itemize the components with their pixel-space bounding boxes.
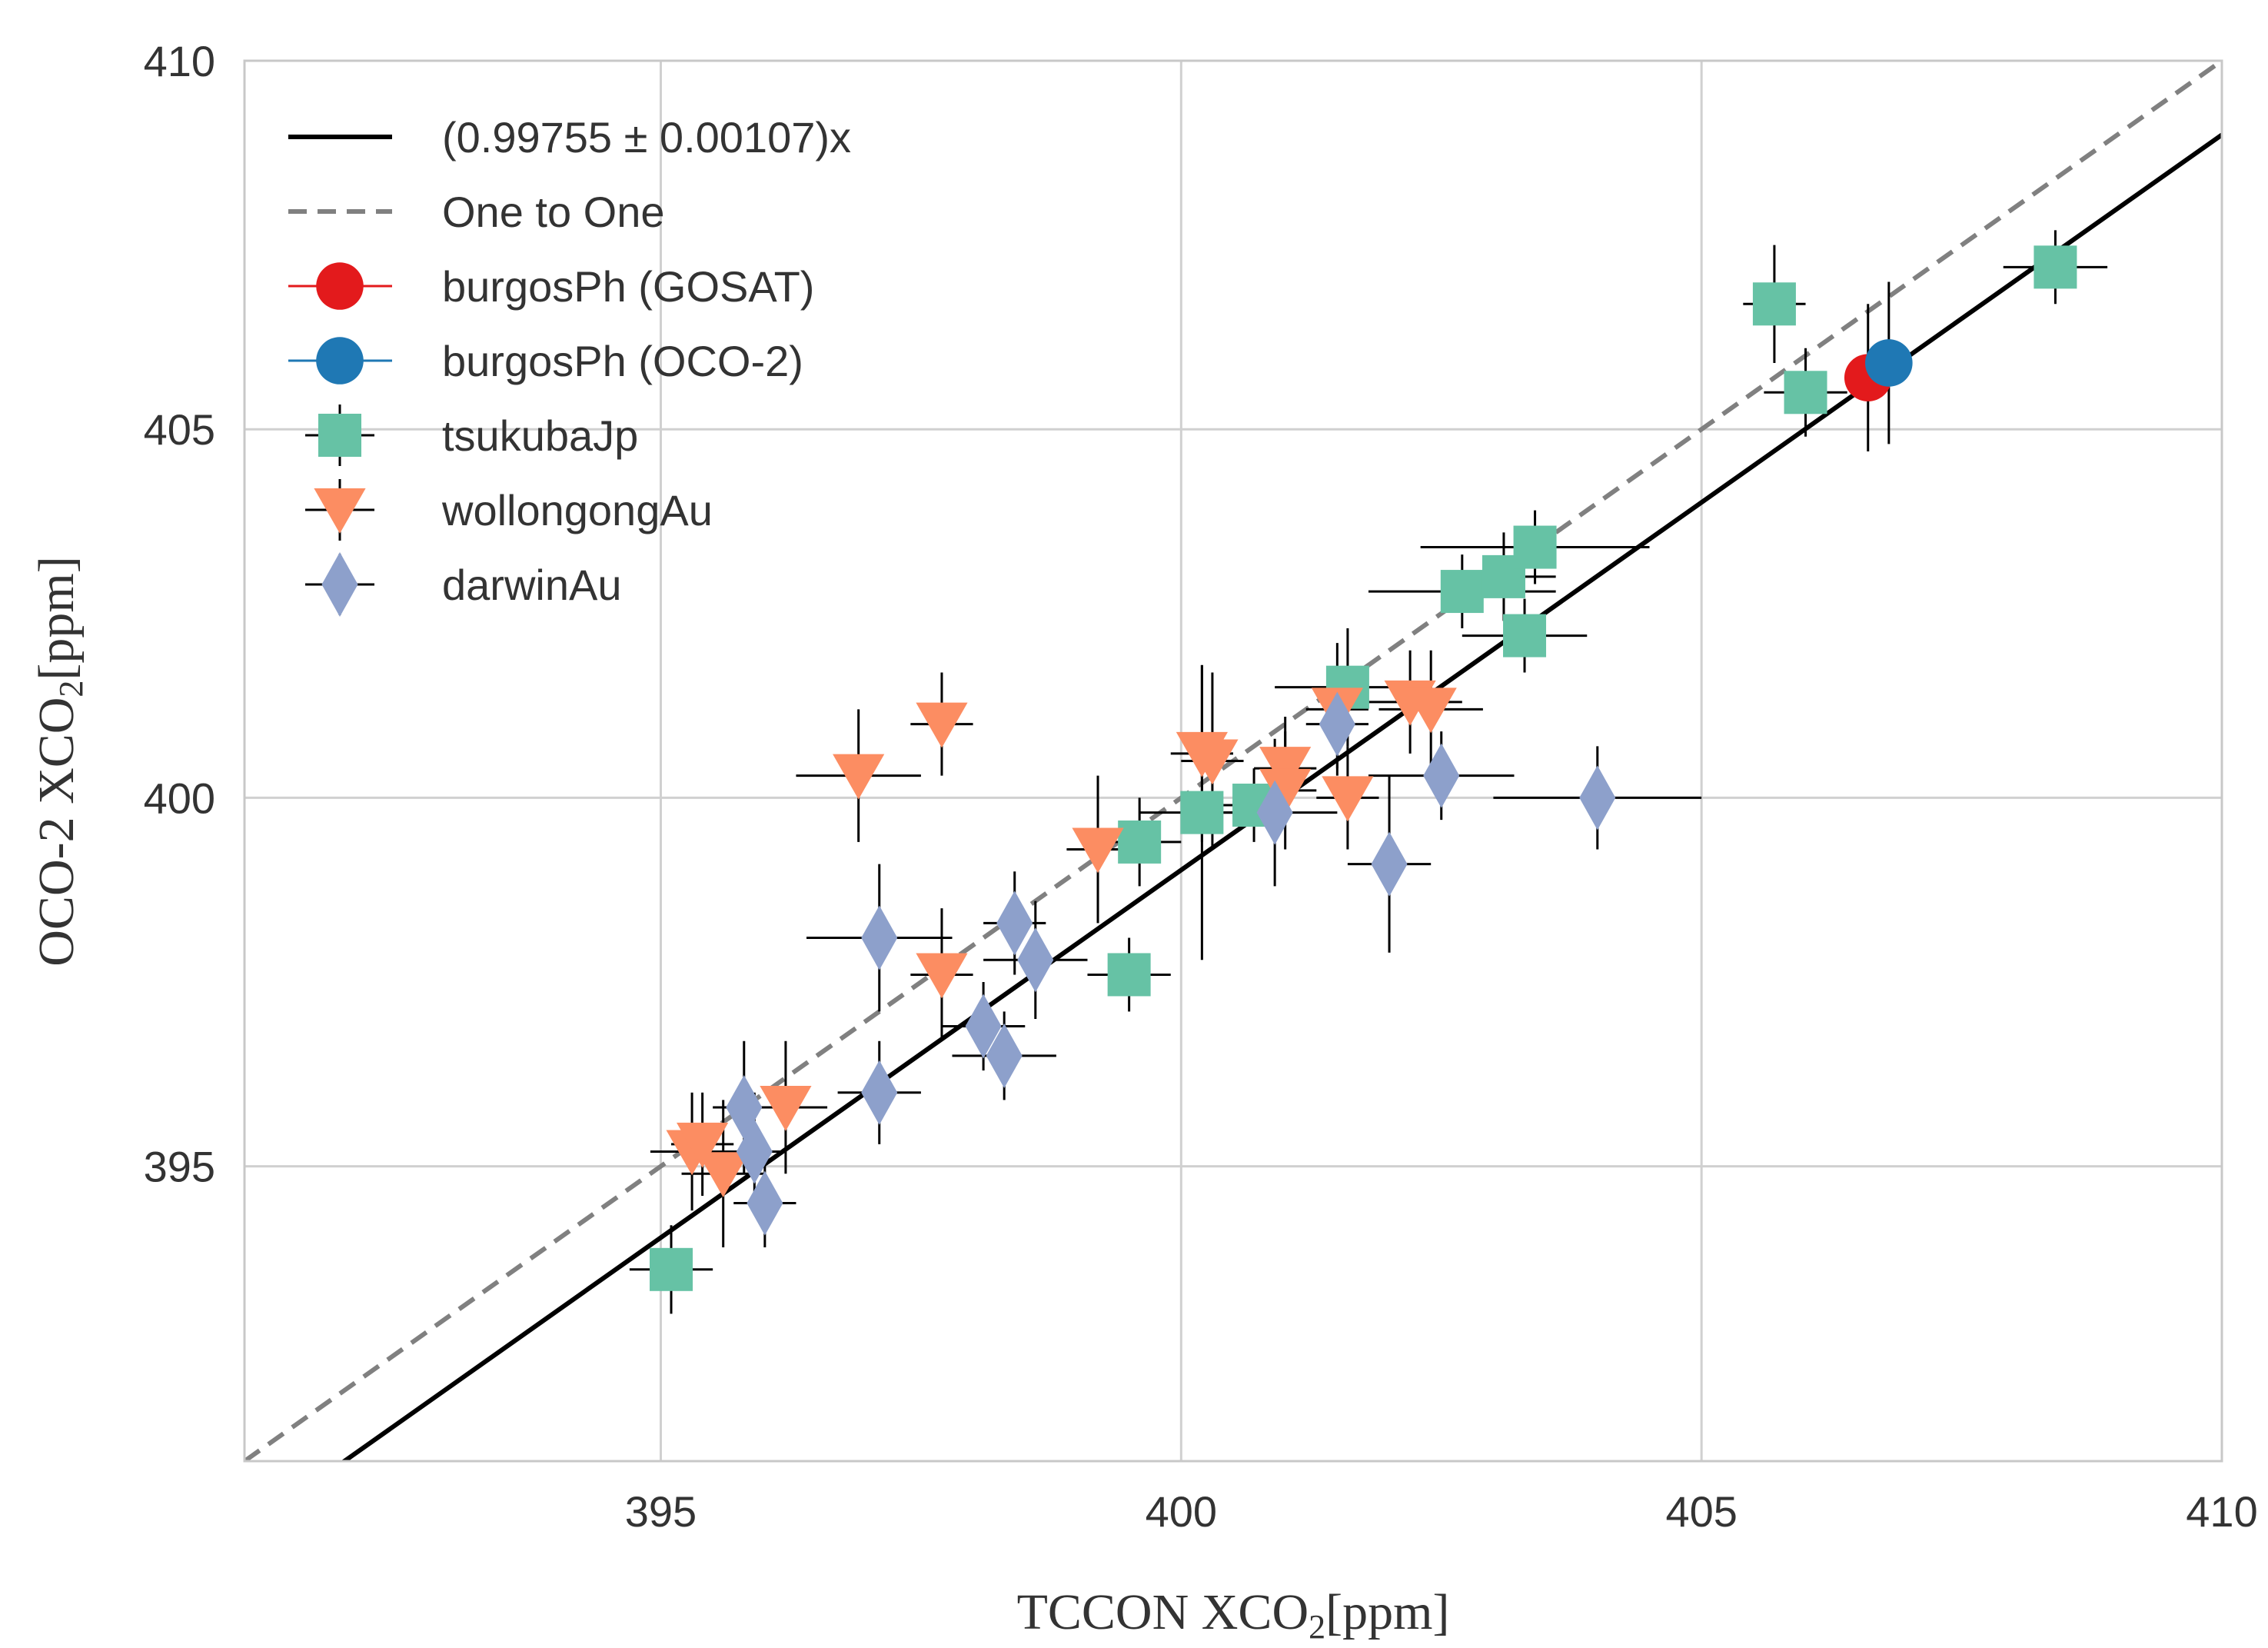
point-wollongongau [1186, 739, 1239, 785]
point-burgosph-oco-2 [1865, 339, 1913, 387]
point-tsukubajp [650, 1247, 693, 1291]
point-tsukubajp [1180, 791, 1224, 834]
point-darwinau [1371, 831, 1408, 897]
y-tick-labels: 395 400 405 410 [144, 37, 215, 1191]
plot-frame [243, 59, 2223, 1463]
x-tick-labels: 395 400 405 410 [625, 1487, 2258, 1536]
y-tick-label: 400 [144, 774, 215, 822]
point-darwinau [1319, 691, 1355, 757]
legend-label: burgosPh (GOSAT) [442, 262, 814, 311]
point-wollongongau [833, 754, 885, 800]
point-wollongongau [677, 1122, 729, 1168]
point-tsukubajp [2034, 245, 2077, 289]
legend-label: darwinAu [442, 561, 621, 609]
legend-label: (0.99755 ± 0.00107)x [442, 113, 851, 161]
x-tick-label: 405 [1665, 1487, 1737, 1536]
point-darwinau [986, 1023, 1023, 1088]
legend-label: wollongongAu [441, 486, 713, 534]
point-wollongongau [760, 1085, 812, 1131]
point-darwinau [1579, 765, 1616, 831]
y-tick-label: 395 [144, 1143, 215, 1191]
x-axis-label: TCCON XCO2[ppm] [1017, 1584, 1450, 1646]
legend: (0.99755 ± 0.00107)x One to One burgosPh (… [288, 113, 851, 617]
point-wollongongau [1259, 768, 1312, 814]
markers [650, 245, 2077, 1291]
point-darwinau [861, 1060, 898, 1125]
point-tsukubajp [1107, 953, 1151, 997]
point-tsukubajp [1752, 282, 1796, 326]
y-tick-label: 405 [144, 405, 215, 454]
point-darwinau [1423, 743, 1460, 808]
point-tsukubajp [1784, 371, 1827, 414]
point-wollongongau [1072, 827, 1124, 874]
point-tsukubajp [1503, 614, 1547, 658]
point-darwinau [996, 891, 1033, 956]
point-darwinau [861, 905, 898, 970]
legend-label: One to One [442, 188, 665, 236]
legend-marker [318, 414, 361, 457]
point-wollongongau [916, 953, 968, 999]
point-darwinau [736, 1119, 773, 1184]
point-tsukubajp [1118, 820, 1162, 864]
point-darwinau [1017, 927, 1054, 993]
legend-marker [316, 262, 364, 310]
point-wollongongau [697, 1152, 750, 1198]
point-wollongongau [1322, 776, 1374, 822]
y-tick-label: 410 [144, 37, 215, 85]
legend-marker [314, 488, 366, 534]
point-tsukubajp [1440, 570, 1484, 614]
x-tick-label: 410 [2186, 1487, 2257, 1536]
legend-label: burgosPh (OCO-2) [442, 337, 803, 385]
point-tsukubajp [1513, 525, 1557, 569]
legend-marker [321, 552, 358, 617]
x-tick-label: 400 [1146, 1487, 1217, 1536]
x-tick-label: 395 [625, 1487, 697, 1536]
point-wollongongau [916, 702, 968, 748]
point-wollongongau [1405, 687, 1457, 734]
point-darwinau [1256, 780, 1293, 845]
point-darwinau [747, 1170, 783, 1236]
y-axis-label: OCO-2 XCO2[ppm] [28, 556, 90, 966]
legend-label: tsukubaJp [442, 411, 638, 460]
legend-marker [316, 337, 364, 385]
point-darwinau [965, 994, 1002, 1059]
